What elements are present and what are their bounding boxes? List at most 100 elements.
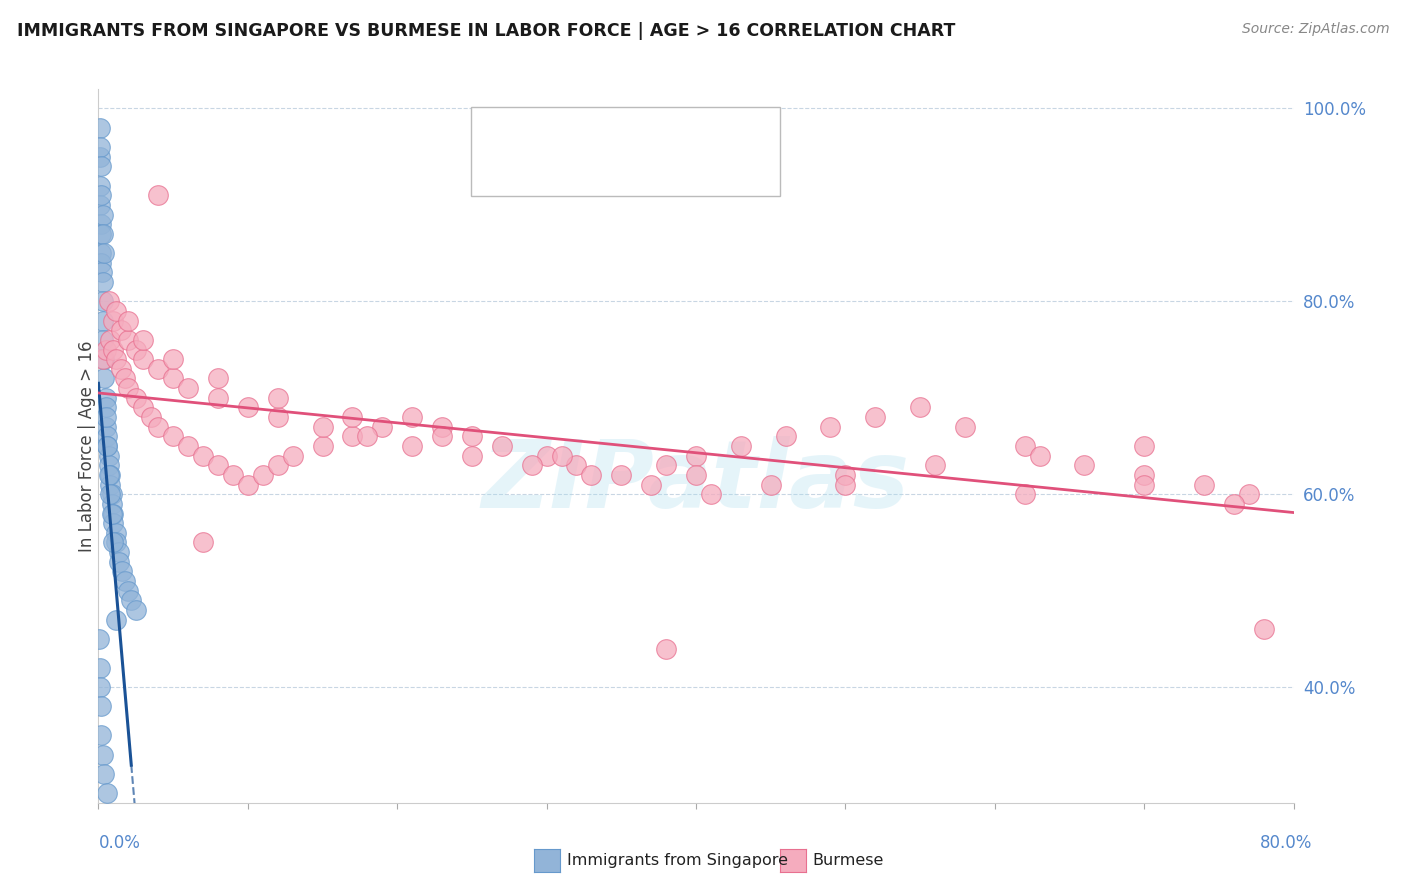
Point [610,467,633,482]
Point [1133,477,1156,491]
Point [924,458,946,473]
Y-axis label: In Labor Force | Age > 16: In Labor Force | Age > 16 [79,340,96,552]
Point [865,410,887,425]
Point [89,120,111,135]
Point [94,391,117,405]
Point [96,439,118,453]
Point [834,467,856,482]
Point [1253,622,1275,636]
Point [89,140,111,154]
Text: 80.0%: 80.0% [1260,834,1313,852]
Point [97,467,120,482]
Text: R =: R = [519,123,555,141]
Point [125,391,148,405]
Point [96,429,118,443]
Point [93,246,115,260]
Point [267,391,290,405]
Point [759,477,782,491]
Point [114,371,136,385]
Point [730,439,752,453]
Point [236,477,259,491]
Point [98,487,122,501]
Point [162,352,184,367]
Text: -0.158: -0.158 [561,162,620,180]
Text: Source: ZipAtlas.com: Source: ZipAtlas.com [1241,22,1389,37]
Point [148,362,170,376]
Point [103,516,125,530]
Text: Immigrants from Singapore: Immigrants from Singapore [567,854,787,868]
Point [89,198,111,212]
Point [267,410,290,425]
Point [700,487,723,501]
Point [97,449,120,463]
Point [191,449,214,463]
Point [655,458,678,473]
Point [108,555,131,569]
Text: Burmese: Burmese [813,854,884,868]
Point [105,535,128,549]
Point [103,313,125,327]
Point [401,439,423,453]
Point [267,458,290,473]
Point [105,352,128,367]
Point [461,449,484,463]
Point [820,419,842,434]
Point [103,507,125,521]
Point [581,467,603,482]
Point [94,401,117,415]
Point [98,477,122,491]
Point [1073,458,1095,473]
Point [91,208,114,222]
Point [89,680,111,694]
Point [94,410,117,425]
Point [94,419,117,434]
Point [162,429,184,443]
Point [1133,467,1156,482]
Point [342,429,364,443]
Point [101,497,124,511]
Point [520,458,543,473]
Point [252,467,274,482]
Point [371,419,394,434]
Point [207,458,229,473]
Point [536,449,558,463]
Point [685,449,707,463]
Point [111,565,134,579]
Point [89,178,111,193]
Point [139,410,162,425]
Point [98,333,122,347]
Point [1014,487,1036,501]
Point [125,343,148,357]
Point [110,362,132,376]
Point [91,333,114,347]
Point [342,410,364,425]
Point [1133,439,1156,453]
Point [90,227,112,241]
Point [97,458,120,473]
Point [105,525,128,540]
Point [90,728,112,742]
Point [207,391,229,405]
Point [110,323,132,337]
Point [90,188,112,202]
Point [775,429,797,443]
Point [491,439,513,453]
Text: 0.0%: 0.0% [98,834,141,852]
Point [103,535,125,549]
Point [91,265,114,279]
Point [93,352,115,367]
Point [565,458,588,473]
Point [461,429,484,443]
Point [90,246,112,260]
Point [91,294,114,309]
Point [550,449,572,463]
Point [685,467,707,482]
Point [311,419,333,434]
Point [177,439,200,453]
Text: 58: 58 [681,123,703,141]
Point [132,401,155,415]
Point [1237,487,1260,501]
Text: N =: N = [631,162,679,180]
Point [108,545,131,559]
Point [655,641,678,656]
